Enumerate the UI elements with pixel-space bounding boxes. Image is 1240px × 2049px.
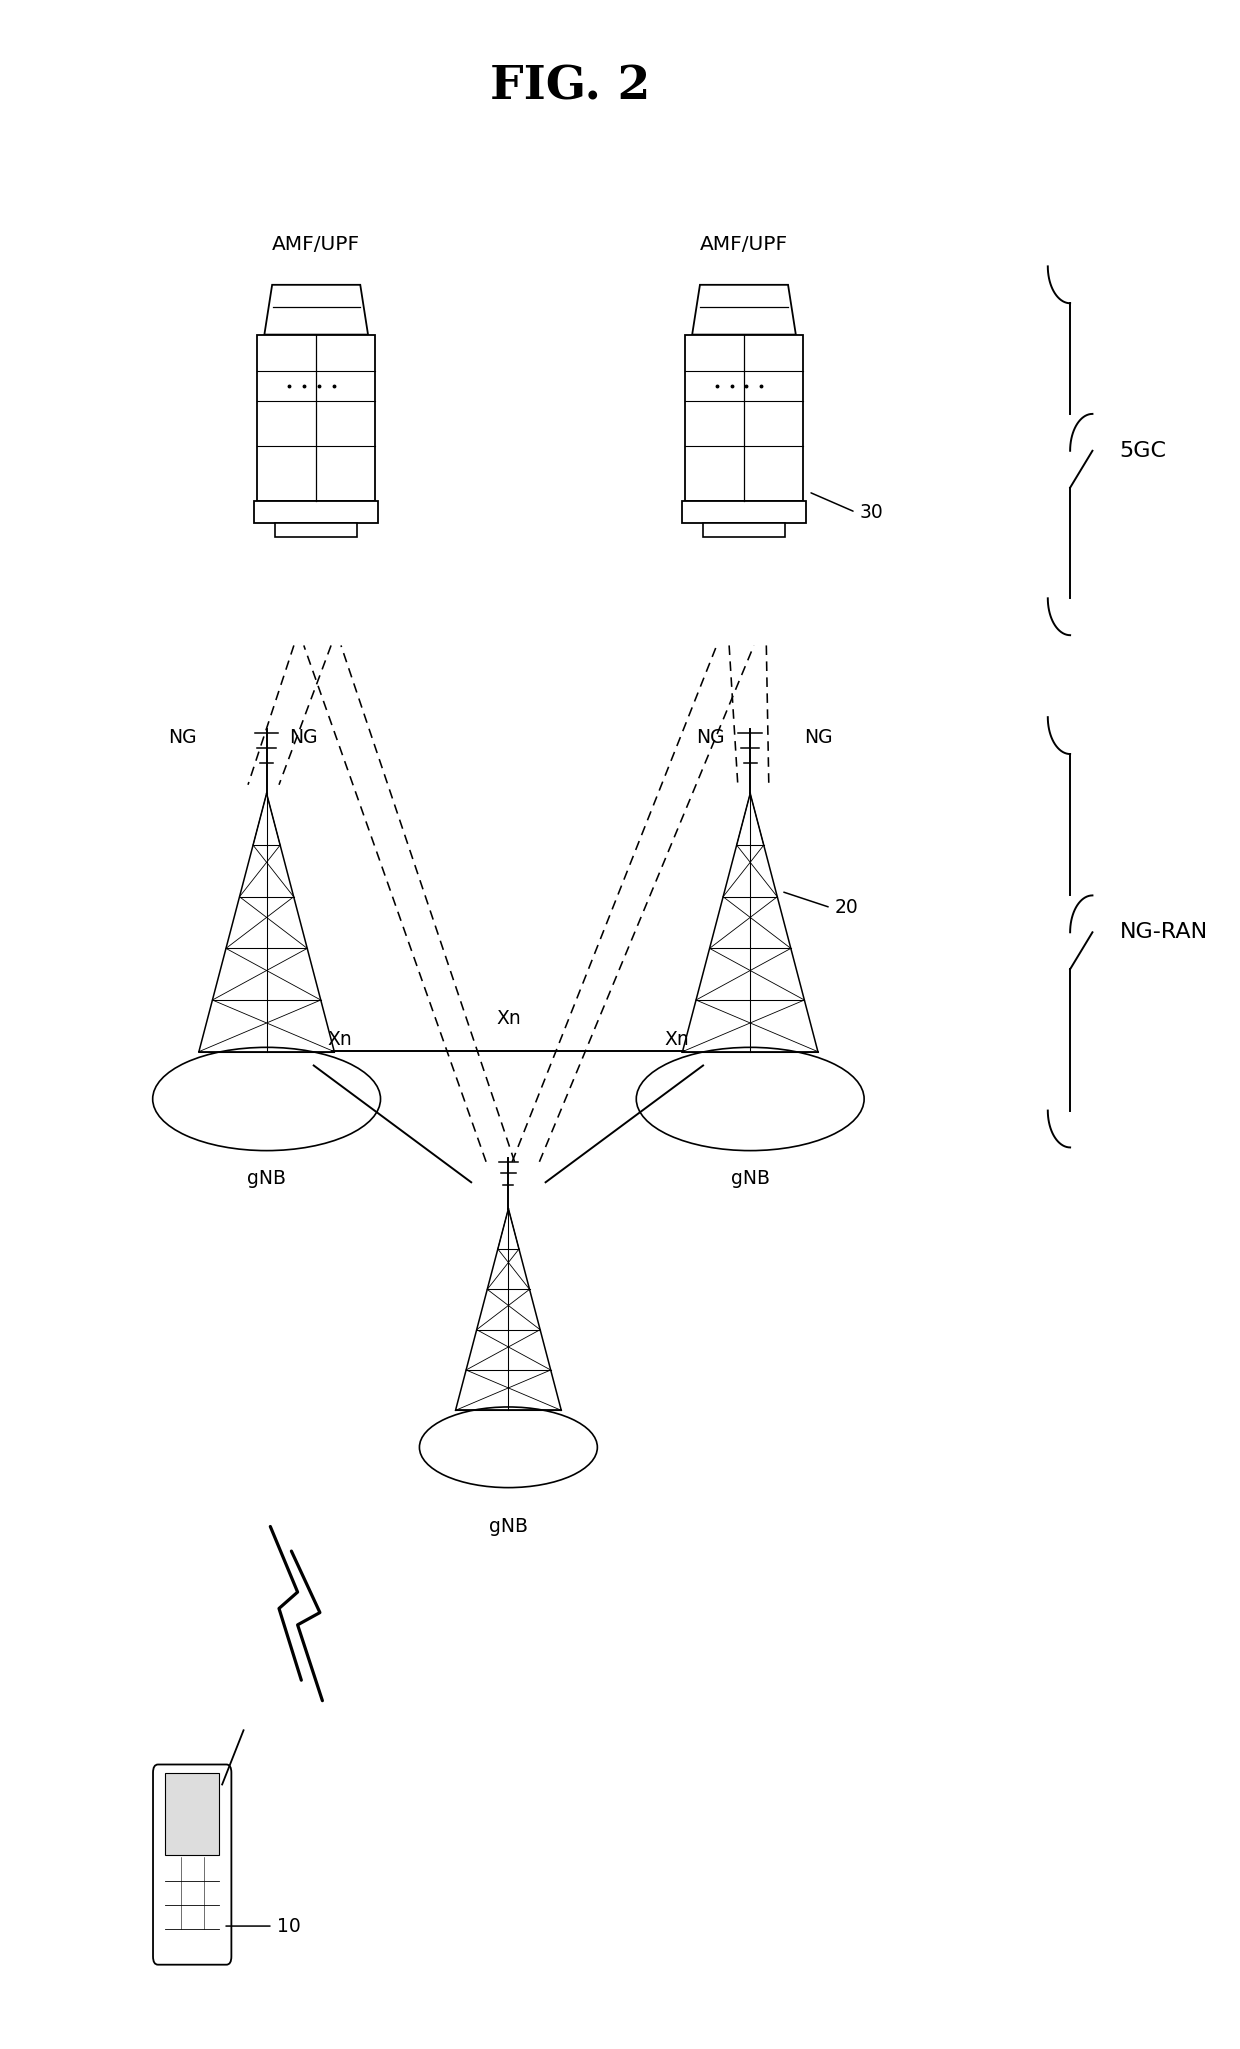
FancyBboxPatch shape: [682, 500, 806, 522]
Text: 20: 20: [835, 897, 858, 918]
Text: Xn: Xn: [327, 1031, 352, 1049]
Text: NG: NG: [167, 727, 197, 748]
FancyBboxPatch shape: [258, 334, 374, 500]
Text: gNB: gNB: [247, 1168, 286, 1188]
FancyBboxPatch shape: [165, 1772, 219, 1856]
Text: AMF/UPF: AMF/UPF: [272, 236, 361, 254]
FancyBboxPatch shape: [275, 522, 357, 537]
FancyBboxPatch shape: [254, 500, 378, 522]
Text: gNB: gNB: [730, 1168, 770, 1188]
Text: NG: NG: [804, 727, 833, 748]
Text: 30: 30: [859, 502, 883, 522]
Text: NG: NG: [289, 727, 319, 748]
Text: Xn: Xn: [496, 1008, 521, 1029]
Polygon shape: [692, 285, 796, 334]
FancyBboxPatch shape: [684, 334, 804, 500]
Text: FIG. 2: FIG. 2: [490, 64, 651, 109]
Text: AMF/UPF: AMF/UPF: [699, 236, 789, 254]
Text: 5GC: 5GC: [1120, 441, 1167, 461]
Text: NG-RAN: NG-RAN: [1120, 922, 1208, 943]
Polygon shape: [264, 285, 368, 334]
FancyBboxPatch shape: [703, 522, 785, 537]
Text: gNB: gNB: [489, 1516, 528, 1537]
Text: NG: NG: [696, 727, 725, 748]
Text: Xn: Xn: [665, 1031, 689, 1049]
Text: 10: 10: [277, 1916, 300, 1936]
FancyBboxPatch shape: [153, 1764, 232, 1965]
